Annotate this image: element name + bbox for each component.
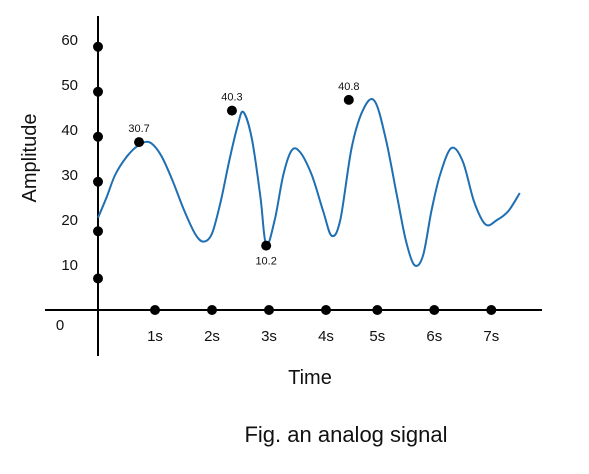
x-tick-label-7s: 7s <box>483 328 499 345</box>
axes <box>45 16 542 356</box>
x-tick-label-6s: 6s <box>426 328 442 345</box>
y-tick-label-60: 60 <box>61 32 78 49</box>
y-tick-label-30: 30 <box>61 167 78 184</box>
annotated-point-2 <box>261 240 272 251</box>
data-label-2: 10.2 <box>255 256 276 268</box>
label-layer: 30.7 40.3 10.2 40.8 <box>128 81 359 268</box>
x-tick-label-4s: 4s <box>318 328 334 345</box>
y-axis-title: Amplitude <box>19 114 41 203</box>
y-axis-marker-3 <box>93 131 103 142</box>
data-label-0: 30.7 <box>128 123 149 135</box>
y-tick-label-50: 50 <box>61 77 78 94</box>
x-axis-title: Time <box>288 367 332 389</box>
data-label-1: 40.3 <box>221 92 242 104</box>
signal-line-0 <box>97 98 521 267</box>
origin-label: 0 <box>56 317 64 334</box>
x-axis-marker-2 <box>264 305 274 315</box>
x-tick-label-5s: 5s <box>369 328 385 345</box>
y-axis-marker-2 <box>93 176 103 187</box>
x-tick-label-2s: 2s <box>204 328 220 345</box>
x-tick-label-3s: 3s <box>261 328 277 345</box>
x-axis-marker-6 <box>486 305 497 315</box>
x-axis-marker-5 <box>429 305 440 315</box>
y-tick-label-20: 20 <box>61 212 78 229</box>
annotated-point-3 <box>343 94 354 105</box>
data-label-3: 40.8 <box>338 81 359 93</box>
x-tick-label-1s: 1s <box>147 328 163 345</box>
y-tick-label-10: 10 <box>61 257 78 274</box>
x-axis-marker-3 <box>321 305 331 315</box>
y-tick-label-40: 40 <box>61 122 78 139</box>
marker-layer <box>93 41 497 315</box>
figure-caption: Fig. an analog signal <box>244 422 447 447</box>
series-layer <box>97 98 521 267</box>
annotated-point-0 <box>134 137 145 148</box>
x-axis-marker-4 <box>372 305 383 315</box>
y-axis-marker-5 <box>93 41 103 52</box>
x-axis-marker-1 <box>207 305 217 315</box>
annotated-point-1 <box>226 105 237 116</box>
y-axis-marker-0 <box>93 273 103 284</box>
x-axis-marker-0 <box>150 305 160 315</box>
y-axis-marker-4 <box>93 86 103 97</box>
y-axis-marker-1 <box>93 226 103 237</box>
tick-layer: 10 20 30 40 50 60 1s 2s 3s 4s 5s 6s 7s <box>61 32 499 345</box>
